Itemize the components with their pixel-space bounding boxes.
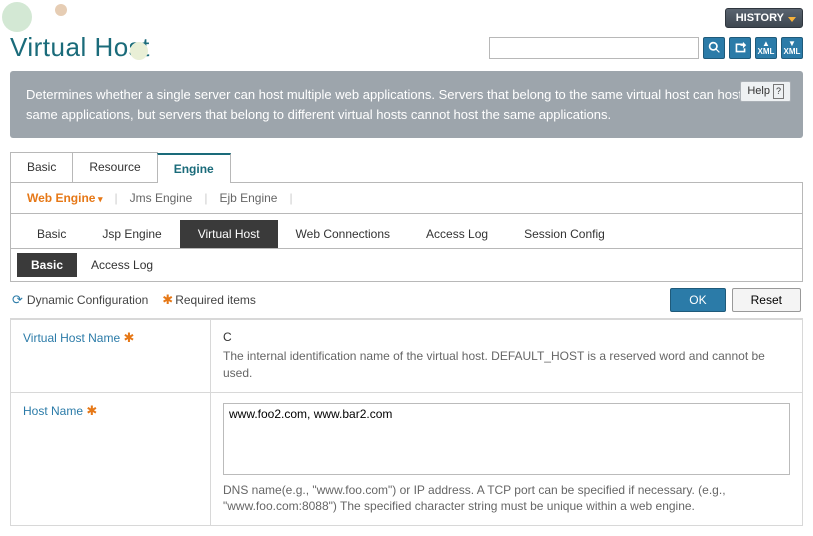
host-name-input[interactable]: www.foo2.com, www.bar2.com bbox=[223, 403, 790, 475]
tab2-access-log[interactable]: Access Log bbox=[408, 220, 506, 248]
help-icon: ? bbox=[773, 84, 784, 100]
required-star-icon: ✱ bbox=[162, 292, 173, 307]
refresh-icon: ⟳ bbox=[12, 292, 23, 307]
tabs-primary: Basic Resource Engine bbox=[10, 152, 803, 183]
page-title: Virtual Host bbox=[10, 32, 150, 63]
host-name-label: Host Name ✱ bbox=[11, 392, 211, 526]
vhost-name-value: C bbox=[223, 330, 790, 344]
tab2-virtual-host[interactable]: Virtual Host bbox=[180, 220, 278, 248]
help-button[interactable]: Help? bbox=[740, 81, 791, 102]
description-text: Determines whether a single server can h… bbox=[26, 87, 764, 122]
reset-button[interactable]: Reset bbox=[732, 288, 801, 312]
tabs-secondary: Basic Jsp Engine Virtual Host Web Connec… bbox=[10, 214, 803, 249]
tab-basic[interactable]: Basic bbox=[10, 152, 73, 182]
vhost-name-label: Virtual Host Name ✱ bbox=[11, 320, 211, 393]
tab2-jsp-engine[interactable]: Jsp Engine bbox=[84, 220, 179, 248]
subnav-web-engine[interactable]: Web Engine bbox=[23, 191, 106, 205]
search-icon[interactable] bbox=[703, 37, 725, 59]
search-input[interactable] bbox=[489, 37, 699, 59]
tab2-basic[interactable]: Basic bbox=[19, 220, 84, 248]
tab3-access-log[interactable]: Access Log bbox=[77, 253, 167, 277]
engine-subnav: Web Engine | Jms Engine | Ejb Engine | bbox=[10, 183, 803, 214]
host-name-hint: DNS name(e.g., "www.foo.com") or IP addr… bbox=[223, 482, 790, 516]
xml-export-icon[interactable]: ▼XML bbox=[781, 37, 803, 59]
subnav-ejb-engine[interactable]: Ejb Engine bbox=[215, 191, 281, 205]
tab3-basic[interactable]: Basic bbox=[17, 253, 77, 277]
tabs-tertiary: Basic Access Log bbox=[10, 248, 803, 282]
required-star-icon: ✱ bbox=[86, 403, 97, 418]
description-box: Determines whether a single server can h… bbox=[10, 71, 803, 138]
tab-engine[interactable]: Engine bbox=[157, 153, 231, 183]
tab-resource[interactable]: Resource bbox=[72, 152, 157, 182]
dynamic-config-legend: ⟳Dynamic Configuration bbox=[12, 292, 148, 308]
tab2-session-config[interactable]: Session Config bbox=[506, 220, 623, 248]
required-legend: ✱Required items bbox=[162, 292, 256, 308]
tab2-web-connections[interactable]: Web Connections bbox=[278, 220, 409, 248]
vhost-name-hint: The internal identification name of the … bbox=[223, 348, 790, 382]
required-star-icon: ✱ bbox=[124, 330, 135, 345]
xml-import-icon[interactable]: ▲XML bbox=[755, 37, 777, 59]
subnav-jms-engine[interactable]: Jms Engine bbox=[126, 191, 197, 205]
export-icon[interactable] bbox=[729, 37, 751, 59]
history-button[interactable]: HISTORY bbox=[725, 8, 803, 28]
ok-button[interactable]: OK bbox=[670, 288, 725, 312]
